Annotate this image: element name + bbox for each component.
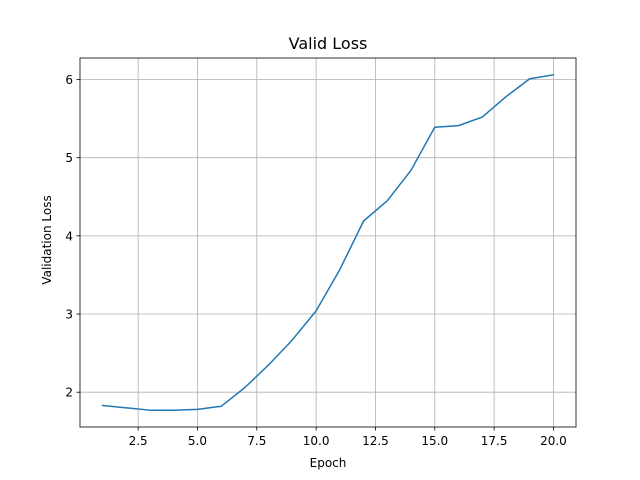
axes-layer: 2.5 5.0 7.5 10.0 12.5 15.0 17.5 20.0 2 3 4 5 6 — [65, 57, 577, 448]
series-line — [101, 73, 555, 411]
chart-title: Valid Loss — [289, 34, 368, 53]
grid-layer — [80, 58, 576, 427]
x-tick-label: 5.0 — [188, 434, 207, 448]
y-axis-label: Validation Loss — [40, 195, 54, 284]
x-tick-label: 20.0 — [540, 434, 567, 448]
y-tick-label: 4 — [65, 229, 73, 243]
x-tick-label: 2.5 — [129, 434, 148, 448]
series-layer — [101, 73, 555, 411]
y-tick-label: 6 — [65, 73, 73, 87]
x-tick-label: 12.5 — [362, 434, 389, 448]
y-tick-label: 3 — [65, 308, 73, 322]
x-tick-label: 10.0 — [303, 434, 330, 448]
x-tick-label: 7.5 — [247, 434, 266, 448]
x-tick-label: 15.0 — [421, 434, 448, 448]
x-tick-label: 17.5 — [481, 434, 508, 448]
y-tick-label: 2 — [65, 386, 73, 400]
plot-frame — [79, 57, 577, 428]
y-tick-label: 5 — [65, 151, 73, 165]
x-axis-label: Epoch — [310, 456, 347, 470]
